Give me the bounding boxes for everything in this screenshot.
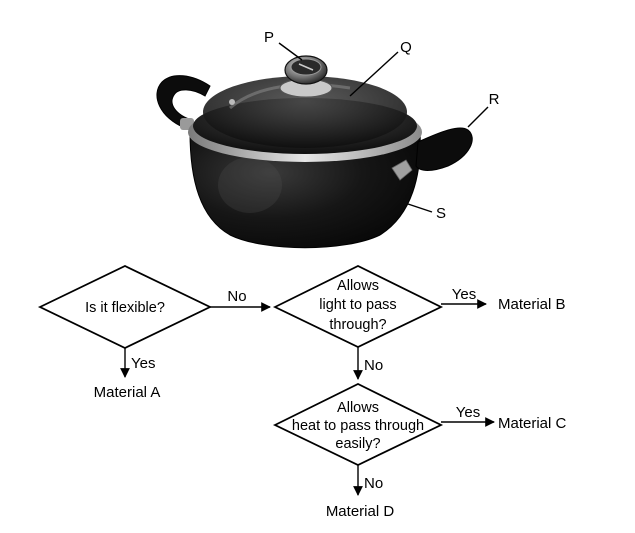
lid-steam-vent bbox=[229, 99, 235, 105]
decision-light bbox=[272, 264, 444, 348]
label-p: P bbox=[264, 29, 274, 46]
decision-heat-line-1: Allows bbox=[337, 400, 379, 416]
decision-light-line-1: Allows bbox=[337, 278, 379, 294]
outcome-material-d: Material D bbox=[326, 503, 395, 520]
decision-flexible-text: Is it flexible? bbox=[85, 300, 165, 316]
decision-light-line-3: through? bbox=[329, 317, 386, 333]
outcome-material-b: Material B bbox=[498, 296, 566, 313]
leader-line-p bbox=[278, 42, 303, 61]
cooking-pot-illustration bbox=[156, 55, 473, 249]
leader-line-r bbox=[467, 106, 489, 128]
decision-light-line-2: light to pass bbox=[319, 297, 396, 313]
pot-left-handle bbox=[156, 75, 211, 129]
label-s: S bbox=[436, 205, 446, 222]
pot-body-s bbox=[189, 131, 421, 249]
pot-right-handle-r bbox=[415, 127, 473, 171]
pot-body-highlight bbox=[218, 157, 282, 213]
edge-light-yes-label: Yes bbox=[452, 286, 476, 303]
edge-light-no-label: No bbox=[364, 357, 383, 374]
edge-heat-yes-label: Yes bbox=[456, 404, 480, 421]
flowchart: Is it flexible? Allows light to pass thr… bbox=[37, 264, 567, 520]
pot-leader-lines bbox=[278, 42, 489, 213]
label-q: Q bbox=[400, 39, 412, 56]
decision-heat-line-3: easily? bbox=[335, 436, 380, 452]
edge-heat-no-label: No bbox=[364, 475, 383, 492]
leader-line-s bbox=[407, 203, 433, 213]
edge-flexible-no-label: No bbox=[227, 288, 246, 305]
decision-heat-line-2: heat to pass through bbox=[292, 418, 424, 434]
pot-right-handle-bracket bbox=[391, 159, 413, 181]
leader-line-q bbox=[349, 51, 399, 97]
outcome-material-c: Material C bbox=[498, 415, 567, 432]
pot-part-labels: P Q R S bbox=[264, 29, 500, 222]
decision-heat bbox=[272, 382, 444, 466]
lid-knob-mark bbox=[298, 63, 314, 71]
outcome-material-a: Material A bbox=[94, 384, 161, 401]
edge-flexible-yes-label: Yes bbox=[131, 355, 155, 372]
label-r: R bbox=[489, 91, 500, 108]
